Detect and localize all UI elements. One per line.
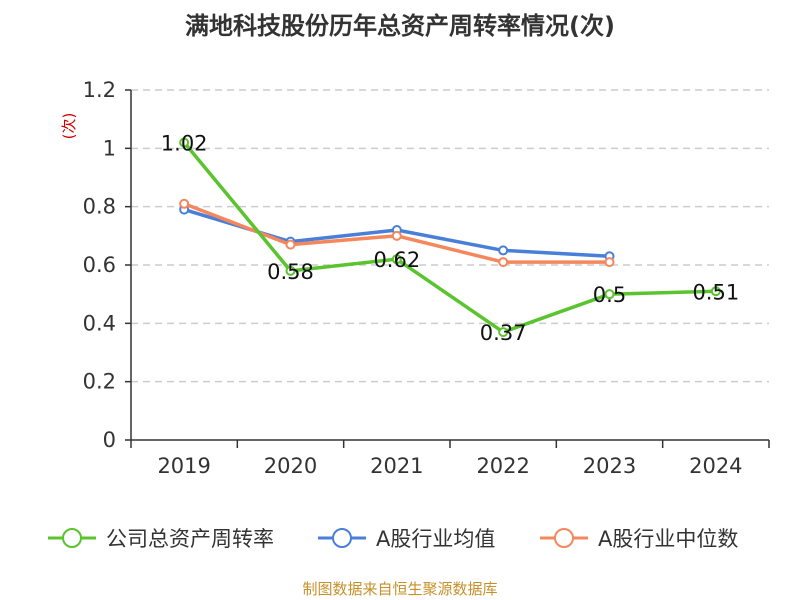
y-tick-label: 0.6 bbox=[83, 253, 116, 277]
legend-marker-icon bbox=[62, 528, 82, 548]
y-tick-label: 0.8 bbox=[83, 195, 116, 219]
x-tick-label: 2021 bbox=[370, 454, 423, 478]
y-tick-label: 0 bbox=[103, 428, 116, 452]
legend-label: A股行业均值 bbox=[376, 527, 495, 551]
chart-title: 满地科技股份历年总资产周转率情况(次) bbox=[185, 12, 615, 40]
data-point[interactable] bbox=[285, 265, 296, 276]
data-label: 1.02 bbox=[161, 132, 208, 156]
y-tick-label: 1.2 bbox=[83, 78, 116, 102]
series-line bbox=[182, 141, 716, 334]
source-note: 制图数据来自恒生聚源数据库 bbox=[302, 580, 498, 598]
x-tick-label: 2020 bbox=[264, 454, 317, 478]
grid-lines bbox=[131, 89, 769, 383]
legend-item[interactable]: 公司总资产周转率 bbox=[48, 527, 274, 551]
data-point[interactable] bbox=[498, 257, 509, 268]
data-label: 0.51 bbox=[692, 280, 739, 304]
y-axis-unit-label: (次) bbox=[60, 113, 78, 140]
y-tick-label: 1 bbox=[103, 136, 116, 160]
data-point[interactable] bbox=[179, 198, 190, 209]
data-point[interactable] bbox=[604, 289, 615, 300]
x-tick-label: 2023 bbox=[583, 454, 636, 478]
legend-marker-icon bbox=[332, 528, 352, 548]
data-point[interactable] bbox=[498, 245, 509, 256]
axes: 0 0.2 0.4 0.6 0.8 1 1.2 2019 2020 2021 2022 2023 202… bbox=[83, 78, 770, 478]
x-tick-label: 2024 bbox=[689, 454, 742, 478]
data-label: 0.37 bbox=[480, 321, 527, 345]
legend-item[interactable]: A股行业中位数 bbox=[540, 527, 738, 551]
data-label: 0.62 bbox=[373, 248, 420, 272]
series-0 bbox=[179, 137, 721, 338]
x-tick-label: 2022 bbox=[476, 454, 529, 478]
y-tick-label: 0.2 bbox=[83, 370, 116, 394]
legend-label: A股行业中位数 bbox=[598, 527, 738, 551]
data-label: 0.58 bbox=[267, 260, 314, 284]
data-point[interactable] bbox=[179, 137, 190, 148]
data-point[interactable] bbox=[498, 327, 509, 338]
data-labels: 1.02 0.58 0.62 0.37 0.5 0.51 bbox=[161, 132, 739, 346]
data-point[interactable] bbox=[604, 257, 615, 268]
series-2 bbox=[179, 198, 615, 268]
legend-item[interactable]: A股行业均值 bbox=[318, 527, 495, 551]
legend[interactable]: 公司总资产周转率 A股行业均值 A股行业中位数 bbox=[48, 527, 738, 551]
data-point[interactable] bbox=[391, 254, 402, 265]
data-point[interactable] bbox=[710, 286, 721, 297]
legend-label: 公司总资产周转率 bbox=[106, 527, 274, 551]
data-label: 0.5 bbox=[593, 283, 626, 307]
y-tick-label: 0.4 bbox=[83, 311, 116, 335]
series-lines bbox=[179, 137, 721, 338]
legend-marker-icon bbox=[554, 528, 574, 548]
x-tick-label: 2019 bbox=[157, 454, 210, 478]
data-point[interactable] bbox=[285, 239, 296, 250]
data-point[interactable] bbox=[391, 230, 402, 241]
